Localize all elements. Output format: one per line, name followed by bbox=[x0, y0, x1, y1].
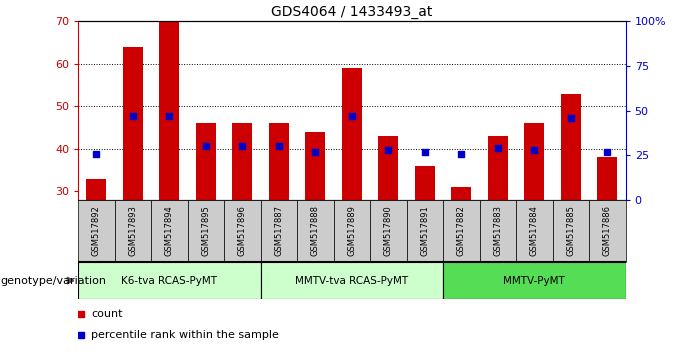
Text: GSM517895: GSM517895 bbox=[201, 206, 210, 256]
Text: GSM517887: GSM517887 bbox=[275, 205, 284, 257]
Bar bbox=[78, 262, 260, 299]
Point bbox=[76, 333, 87, 338]
Text: GSM517883: GSM517883 bbox=[494, 205, 503, 257]
Point bbox=[164, 113, 175, 119]
Point bbox=[237, 144, 248, 149]
Bar bbox=[233, 124, 252, 200]
Bar bbox=[443, 200, 479, 262]
Text: GSM517888: GSM517888 bbox=[311, 205, 320, 257]
Bar bbox=[443, 262, 626, 299]
Text: GSM517882: GSM517882 bbox=[457, 206, 466, 256]
Point bbox=[128, 113, 139, 119]
Text: GSM517889: GSM517889 bbox=[347, 206, 356, 256]
Point bbox=[529, 147, 540, 153]
Point bbox=[492, 145, 503, 151]
Bar bbox=[488, 136, 508, 200]
Bar bbox=[378, 136, 398, 200]
Text: MMTV-tva RCAS-PyMT: MMTV-tva RCAS-PyMT bbox=[295, 275, 409, 286]
Text: GSM517896: GSM517896 bbox=[238, 206, 247, 256]
Bar bbox=[115, 200, 151, 262]
Bar bbox=[516, 200, 553, 262]
Bar bbox=[159, 21, 180, 200]
Text: K6-tva RCAS-PyMT: K6-tva RCAS-PyMT bbox=[122, 275, 218, 286]
Text: GSM517885: GSM517885 bbox=[566, 206, 575, 256]
Point bbox=[346, 113, 357, 119]
Point bbox=[383, 147, 394, 153]
Bar bbox=[334, 200, 370, 262]
Text: GSM517891: GSM517891 bbox=[420, 206, 429, 256]
Point bbox=[565, 115, 576, 121]
Bar bbox=[452, 187, 471, 200]
Bar bbox=[151, 200, 188, 262]
Bar bbox=[297, 200, 334, 262]
Bar bbox=[86, 179, 107, 200]
Text: MMTV-PyMT: MMTV-PyMT bbox=[503, 275, 565, 286]
Text: GSM517893: GSM517893 bbox=[129, 206, 137, 256]
Bar bbox=[589, 200, 626, 262]
Bar bbox=[415, 166, 435, 200]
Bar bbox=[78, 200, 115, 262]
Point bbox=[420, 149, 430, 155]
Bar bbox=[479, 200, 516, 262]
Bar bbox=[561, 93, 581, 200]
Title: GDS4064 / 1433493_at: GDS4064 / 1433493_at bbox=[271, 5, 432, 19]
Point bbox=[201, 144, 211, 149]
Bar bbox=[370, 200, 407, 262]
Bar bbox=[196, 124, 216, 200]
Bar bbox=[269, 124, 289, 200]
Text: GSM517892: GSM517892 bbox=[92, 206, 101, 256]
Point bbox=[76, 311, 87, 316]
Text: count: count bbox=[91, 309, 123, 319]
Bar bbox=[224, 200, 260, 262]
Bar bbox=[553, 200, 589, 262]
Bar bbox=[188, 200, 224, 262]
Bar bbox=[305, 132, 326, 200]
Bar bbox=[407, 200, 443, 262]
Point bbox=[456, 151, 466, 156]
Bar bbox=[597, 158, 617, 200]
Text: GSM517894: GSM517894 bbox=[165, 206, 174, 256]
Text: genotype/variation: genotype/variation bbox=[0, 275, 106, 286]
Text: GSM517890: GSM517890 bbox=[384, 206, 393, 256]
Bar bbox=[260, 200, 297, 262]
Point bbox=[310, 149, 321, 155]
Point bbox=[273, 144, 284, 149]
Text: GSM517886: GSM517886 bbox=[603, 205, 612, 257]
Text: percentile rank within the sample: percentile rank within the sample bbox=[91, 330, 279, 341]
Bar bbox=[342, 68, 362, 200]
Bar bbox=[260, 262, 443, 299]
Bar bbox=[524, 124, 545, 200]
Text: GSM517884: GSM517884 bbox=[530, 206, 539, 256]
Point bbox=[91, 151, 102, 156]
Point bbox=[602, 149, 613, 155]
Bar bbox=[123, 47, 143, 200]
